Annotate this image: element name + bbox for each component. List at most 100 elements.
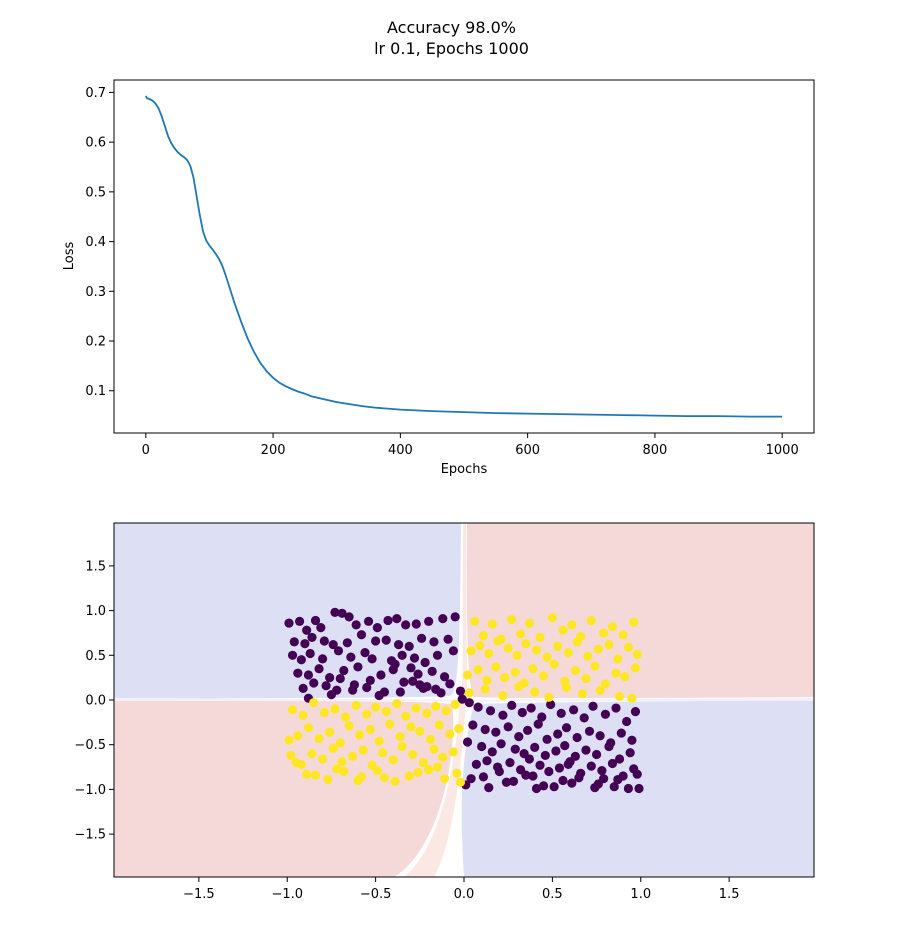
class-0-point xyxy=(533,719,543,729)
class-0-point xyxy=(478,772,489,782)
class-0-point xyxy=(524,754,535,764)
class-0-point xyxy=(549,782,559,792)
class-1-point xyxy=(397,741,407,752)
class-1-point xyxy=(514,681,524,692)
class-1-point xyxy=(404,771,414,781)
class-1-point xyxy=(487,619,497,629)
class-0-point xyxy=(325,673,335,683)
class-0-point xyxy=(342,638,352,648)
class-0-point xyxy=(611,703,621,713)
class-0-point xyxy=(394,639,404,650)
class-1-point xyxy=(623,642,633,652)
class-1-point xyxy=(521,639,531,649)
class-0-point xyxy=(563,759,573,769)
class-1-point xyxy=(515,629,526,639)
class-0-point xyxy=(572,732,582,743)
class-0-point xyxy=(307,632,317,643)
class-0-point xyxy=(480,724,490,735)
loss-x-tick-label: 600 xyxy=(515,443,540,458)
class-1-point xyxy=(339,766,349,777)
class-1-point xyxy=(512,650,522,660)
class-0-point xyxy=(468,720,478,730)
loss-y-tick-label: 0.6 xyxy=(85,136,106,151)
class-0-point xyxy=(326,690,337,700)
class-1-point xyxy=(491,662,501,672)
class-1-point xyxy=(577,689,588,699)
class-1-point xyxy=(355,730,365,740)
class-1-point xyxy=(466,646,476,656)
class-0-point xyxy=(284,618,294,628)
class-1-point xyxy=(530,687,540,697)
class-1-point xyxy=(323,774,333,785)
class-0-point xyxy=(303,670,314,680)
class-0-point xyxy=(551,746,561,756)
class-0-point xyxy=(607,758,618,769)
class-0-point xyxy=(296,655,306,665)
class-0-point xyxy=(471,759,481,769)
class-0-point xyxy=(528,771,538,781)
class-0-point xyxy=(348,685,358,695)
class-0-point xyxy=(546,699,556,710)
class-0-point xyxy=(438,614,448,624)
loss-plot-frame xyxy=(113,79,815,434)
class-0-point xyxy=(531,783,542,794)
class-0-point xyxy=(477,741,487,752)
class-1-point xyxy=(332,764,342,774)
class-1-point xyxy=(454,724,464,734)
class-0-point xyxy=(293,668,303,678)
class-0-point xyxy=(498,710,508,720)
class-0-point xyxy=(514,732,524,742)
class-0-point xyxy=(505,757,515,768)
class-1-point xyxy=(535,632,545,643)
class-0-point xyxy=(305,648,315,659)
class-1-point xyxy=(362,709,372,719)
class-1-point xyxy=(406,722,416,732)
class-1-point xyxy=(595,685,605,695)
class-0-point xyxy=(295,616,305,626)
class-0-point xyxy=(507,700,517,710)
class-0-point xyxy=(309,678,319,688)
boundary-y-tick-label: −1.0 xyxy=(74,783,106,798)
class-1-point xyxy=(452,768,462,778)
class-0-point xyxy=(523,725,533,735)
class-0-point xyxy=(395,687,405,697)
class-0-point xyxy=(450,612,460,622)
class-1-point xyxy=(607,622,618,632)
class-1-point xyxy=(570,665,580,676)
class-1-point xyxy=(583,651,593,661)
class-0-point xyxy=(503,722,513,732)
class-0-point xyxy=(287,650,298,660)
class-1-point xyxy=(344,721,354,731)
class-0-point xyxy=(597,766,607,776)
class-0-point xyxy=(420,657,430,668)
class-1-point xyxy=(549,659,559,669)
region-top-right xyxy=(466,523,814,699)
class-0-point xyxy=(411,619,421,629)
class-0-point xyxy=(579,713,589,723)
class-1-point xyxy=(484,648,494,659)
class-1-point xyxy=(618,630,628,640)
class-0-point xyxy=(561,723,572,733)
class-1-point xyxy=(510,667,520,677)
class-0-point xyxy=(416,633,427,643)
class-1-point xyxy=(599,628,609,638)
class-0-point xyxy=(427,666,437,676)
loss-chart: 0 200 400 600 800 1000 0.10.20.30.40.50.60.7 … xyxy=(62,79,815,477)
class-0-point xyxy=(537,712,547,722)
class-0-point xyxy=(542,734,552,744)
class-1-point xyxy=(411,703,421,713)
class-1-point xyxy=(450,699,460,710)
class-0-point xyxy=(595,731,605,741)
class-0-point xyxy=(625,748,635,758)
class-1-point xyxy=(563,648,573,658)
class-1-point xyxy=(475,640,485,651)
class-0-point xyxy=(399,677,409,687)
class-1-point xyxy=(600,679,611,689)
class-1-point xyxy=(429,744,439,754)
class-1-point xyxy=(365,724,375,735)
class-1-point xyxy=(371,702,381,712)
scatter-points xyxy=(284,607,644,794)
class-1-point xyxy=(558,625,568,635)
class-0-point xyxy=(590,783,600,793)
class-0-point xyxy=(445,679,455,689)
